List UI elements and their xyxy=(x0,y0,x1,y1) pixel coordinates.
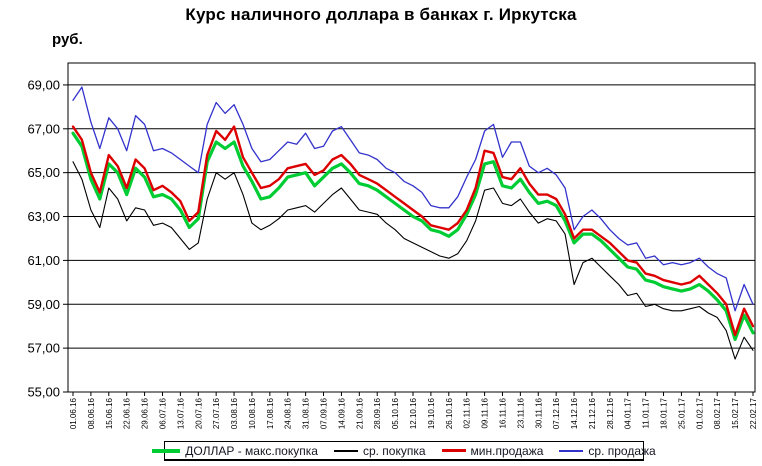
x-axis-date-label: 22.02.17 xyxy=(749,397,758,429)
legend-item-avg-sell: ср. продажа xyxy=(559,443,656,458)
legend-label-max-buy: ДОЛЛАР - макс.покупка xyxy=(185,443,318,458)
y-axis-label: 57,00 xyxy=(27,341,60,356)
legend-label-min-sell: мин.продажа xyxy=(470,443,544,458)
x-axis-date-label: 19.10.16 xyxy=(427,397,436,429)
x-axis-date-label: 09.11.16 xyxy=(481,397,490,428)
y-axis-label: 61,00 xyxy=(27,253,60,268)
x-axis-date-label: 04.01.17 xyxy=(624,397,633,429)
x-axis-date-label: 31.08.16 xyxy=(302,397,311,429)
x-axis-date-label: 21.09.16 xyxy=(355,397,364,429)
x-axis-date-label: 21.12.16 xyxy=(588,397,597,429)
chart-title: Курс наличного доллара в банках г. Иркут… xyxy=(185,5,577,24)
avg-buy-line-sample xyxy=(333,449,358,452)
avg-sell-line-sample xyxy=(559,449,584,452)
y-axis-label: 67,00 xyxy=(27,121,60,136)
x-axis-date-label: 30.11.16 xyxy=(534,397,543,428)
x-axis-date-label: 25.01.17 xyxy=(677,397,686,429)
x-axis-date-label: 14.12.16 xyxy=(570,397,579,429)
x-axis-date-label: 15.02.17 xyxy=(731,397,740,429)
y-axis-label: 65,00 xyxy=(27,165,60,180)
legend-item-max-buy: ДОЛЛАР - макс.покупка xyxy=(152,444,318,458)
y-axis-unit-label: руб. xyxy=(52,31,83,48)
max-buy-line-sample xyxy=(152,448,181,453)
x-axis-date-label: 26.10.16 xyxy=(445,397,454,429)
y-axis-label: 69,00 xyxy=(27,77,60,92)
legend-label-avg-sell: ср. продажа xyxy=(588,443,656,458)
series-line-max-buy xyxy=(71,131,755,341)
plot-border xyxy=(67,62,756,393)
x-axis-date-label: 28.09.16 xyxy=(373,397,382,429)
x-axis-date-label: 20.07.16 xyxy=(194,397,203,429)
x-axis-date-label: 08.06.16 xyxy=(87,397,96,429)
x-axis-date-label: 01.02.17 xyxy=(695,397,704,429)
x-axis-date-label: 22.06.16 xyxy=(123,397,132,429)
x-axis-date-label: 15.06.16 xyxy=(105,397,114,429)
x-axis-date-label: 28.12.16 xyxy=(606,397,615,429)
x-axis-date-label: 29.06.16 xyxy=(141,397,150,429)
x-axis-date-label: 14.09.16 xyxy=(337,397,346,429)
x-axis-date-label: 12.10.16 xyxy=(409,397,418,429)
series-line-avg-buy xyxy=(72,161,754,360)
x-axis-date-label: 03.08.16 xyxy=(230,397,239,429)
legend-item-min-sell: мин.продажа xyxy=(441,443,544,458)
series-line-avg-sell xyxy=(72,86,754,312)
x-axis-date-label: 07.09.16 xyxy=(320,397,329,429)
series-line-min-sell xyxy=(71,125,755,337)
x-axis-date-label: 06.07.16 xyxy=(158,397,167,429)
x-axis-date-label: 13.07.16 xyxy=(176,397,185,429)
x-axis-date-label: 27.07.16 xyxy=(212,397,221,429)
x-axis-date-label: 01.06.16 xyxy=(69,397,78,429)
y-axis-label: 59,00 xyxy=(27,297,60,312)
y-axis-label: 63,00 xyxy=(27,209,60,224)
legend-item-avg-buy: ср. покупка xyxy=(333,443,426,458)
x-axis-date-label: 16.11.16 xyxy=(498,397,507,428)
x-axis-date-label: 24.08.16 xyxy=(284,397,293,429)
legend-label-avg-buy: ср. покупка xyxy=(362,443,426,458)
min-sell-line-sample xyxy=(441,449,466,452)
y-axis-label: 55,00 xyxy=(27,385,60,400)
x-axis-date-label: 17.08.16 xyxy=(266,397,275,429)
x-axis-date-label: 08.02.17 xyxy=(713,397,722,429)
x-axis-date-label: 11.01.17 xyxy=(642,397,651,428)
legend: ДОЛЛАР - макс.покупка ср. покупка мин.пр… xyxy=(152,441,656,461)
x-axis-date-label: 10.08.16 xyxy=(248,397,257,429)
x-axis-date-label: 07.12.16 xyxy=(552,397,561,429)
x-axis-date-label: 02.11.16 xyxy=(463,397,472,428)
x-axis-date-label: 18.01.17 xyxy=(660,397,669,429)
x-axis-date-label: 05.10.16 xyxy=(391,397,400,429)
x-axis-date-label: 23.11.16 xyxy=(516,397,525,428)
